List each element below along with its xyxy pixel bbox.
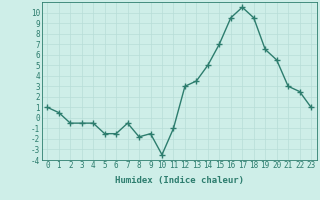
X-axis label: Humidex (Indice chaleur): Humidex (Indice chaleur) xyxy=(115,176,244,185)
